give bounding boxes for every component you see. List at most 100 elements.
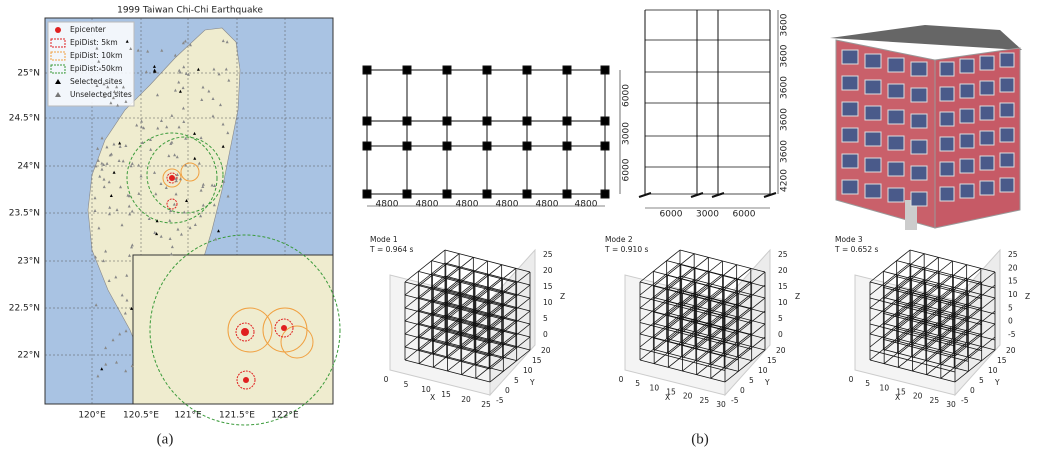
window bbox=[1000, 153, 1014, 167]
window bbox=[980, 106, 994, 120]
window bbox=[980, 56, 994, 70]
dimension-label: 4200 bbox=[780, 169, 790, 192]
window bbox=[911, 192, 927, 206]
z-tick-label: 20 bbox=[1008, 263, 1018, 272]
node bbox=[563, 190, 571, 198]
caption: (a) bbox=[157, 431, 174, 447]
lat-tick-label: 23°N bbox=[17, 257, 40, 267]
inset-map bbox=[133, 255, 333, 404]
node bbox=[443, 190, 451, 198]
node bbox=[403, 66, 411, 74]
dimension-label: 3600 bbox=[780, 140, 790, 163]
x-tick-label: 0 bbox=[849, 375, 854, 384]
y-tick-label: 0 bbox=[740, 386, 745, 395]
x-tick-label: 20 bbox=[461, 395, 471, 404]
legend-symbol bbox=[55, 27, 61, 33]
window bbox=[865, 106, 881, 120]
node bbox=[403, 142, 411, 150]
window bbox=[911, 88, 927, 102]
lat-tick-label: 23.5°N bbox=[9, 209, 40, 219]
dimension-label: 3600 bbox=[780, 13, 790, 36]
x-tick-label: 10 bbox=[650, 383, 660, 392]
window bbox=[940, 87, 954, 101]
y-tick-label: 0 bbox=[970, 386, 975, 395]
y-tick-label: 15 bbox=[997, 356, 1007, 365]
window bbox=[980, 81, 994, 95]
legend-label: Selected sites bbox=[70, 77, 122, 86]
node bbox=[563, 117, 571, 125]
y-tick-label: 20 bbox=[1006, 346, 1016, 355]
window bbox=[842, 50, 858, 64]
lat-tick-label: 25°N bbox=[17, 69, 40, 79]
lon-tick-label: 121°E bbox=[174, 411, 202, 421]
legend-label: Unselected sites bbox=[70, 90, 132, 99]
z-tick-label: 0 bbox=[778, 330, 783, 339]
window bbox=[911, 114, 927, 128]
dimension-label: 3000 bbox=[696, 210, 719, 220]
node bbox=[601, 142, 609, 150]
z-tick-label: 5 bbox=[1008, 303, 1013, 312]
window bbox=[888, 110, 904, 124]
legend-label: EpiDist: 50km bbox=[70, 64, 122, 73]
mode-period: T = 0.964 s bbox=[369, 245, 413, 254]
dimension-label: 6000 bbox=[733, 210, 756, 220]
window bbox=[980, 156, 994, 170]
node bbox=[601, 66, 609, 74]
lat-tick-label: 24.5°N bbox=[9, 114, 40, 124]
y-tick-label: 5 bbox=[749, 376, 754, 385]
node bbox=[601, 190, 609, 198]
window bbox=[1000, 103, 1014, 117]
x-tick-label: 0 bbox=[384, 375, 389, 384]
node bbox=[403, 190, 411, 198]
line bbox=[405, 250, 445, 282]
z-tick-label: 0 bbox=[543, 330, 548, 339]
z-tick-label: 25 bbox=[778, 250, 788, 259]
node bbox=[443, 117, 451, 125]
y-tick-label: -5 bbox=[731, 396, 739, 405]
y-axis-label: Y bbox=[994, 378, 1000, 387]
z-tick-label: 5 bbox=[543, 314, 548, 323]
window bbox=[940, 112, 954, 126]
lon-tick-label: 122°E bbox=[271, 411, 299, 421]
window bbox=[865, 80, 881, 94]
mode-name: Mode 1 bbox=[370, 235, 398, 244]
dimension-label: 4800 bbox=[575, 200, 598, 210]
dimension-label: 3600 bbox=[780, 76, 790, 99]
node bbox=[363, 190, 371, 198]
dimension-label: 6000 bbox=[622, 84, 632, 107]
window bbox=[960, 59, 974, 73]
z-axis-label: Z bbox=[560, 292, 565, 301]
node bbox=[483, 66, 491, 74]
window bbox=[960, 184, 974, 198]
elevation-frame bbox=[639, 10, 778, 208]
x-axis-label: X bbox=[430, 393, 435, 402]
z-tick-label: 10 bbox=[1008, 290, 1018, 299]
window bbox=[888, 58, 904, 72]
y-tick-label: 10 bbox=[758, 366, 768, 375]
mode-period: T = 0.652 s bbox=[834, 245, 878, 254]
window bbox=[960, 134, 974, 148]
x-tick-label: 25 bbox=[700, 396, 710, 405]
x-axis-label: X bbox=[665, 393, 670, 402]
lat-tick-label: 24°N bbox=[17, 162, 40, 172]
window bbox=[865, 184, 881, 198]
x-tick-label: 25 bbox=[930, 396, 940, 405]
z-tick-label: 15 bbox=[778, 282, 788, 291]
y-tick-label: -5 bbox=[496, 396, 504, 405]
dimension-label: 4800 bbox=[496, 200, 519, 210]
lat-tick-label: 22°N bbox=[17, 351, 40, 361]
y-tick-label: 5 bbox=[979, 376, 984, 385]
lon-tick-label: 120°E bbox=[78, 411, 106, 421]
x-tick-label: 5 bbox=[404, 380, 409, 389]
window bbox=[842, 102, 858, 116]
window bbox=[842, 128, 858, 142]
z-tick-label: 0 bbox=[1008, 317, 1013, 326]
node bbox=[363, 142, 371, 150]
legend-label: EpiDist: 10km bbox=[70, 51, 122, 60]
window bbox=[1000, 128, 1014, 142]
z-tick-label: 25 bbox=[543, 250, 553, 259]
window bbox=[911, 140, 927, 154]
node bbox=[563, 66, 571, 74]
y-tick-label: 15 bbox=[767, 356, 777, 365]
dimension-label: 6000 bbox=[660, 210, 683, 220]
